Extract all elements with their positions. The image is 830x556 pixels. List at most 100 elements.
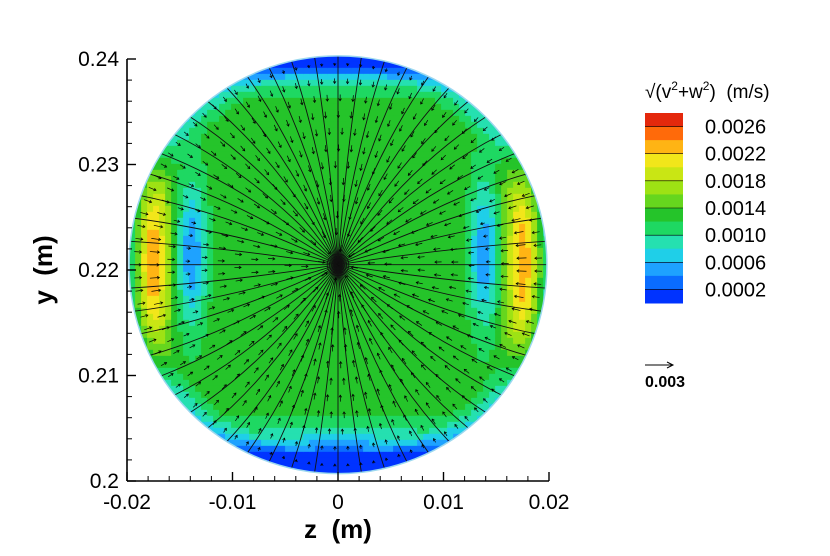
contour-cell (363, 319, 370, 327)
contour-cell (351, 127, 358, 135)
velocity-arrow (442, 411, 447, 418)
velocity-arrow (411, 293, 419, 298)
contour-cell (231, 253, 238, 261)
contour-cell (249, 367, 256, 375)
contour-cell (525, 163, 532, 171)
contour-cell (249, 85, 256, 93)
contour-cell (423, 343, 430, 351)
velocity-arrow (396, 88, 400, 95)
contour-cell (417, 205, 424, 213)
contour-cell (453, 277, 460, 285)
velocity-arrow (533, 282, 542, 286)
contour-cell (255, 289, 262, 297)
contour-cell (213, 403, 220, 411)
contour-cell (453, 307, 460, 315)
contour-cell (489, 355, 496, 363)
contour-cell (495, 133, 502, 141)
contour-cell (381, 97, 388, 105)
contour-cell (339, 193, 346, 201)
contour-cell (477, 367, 484, 375)
contour-cell (231, 223, 238, 231)
contour-cell (423, 115, 430, 123)
contour-cell (387, 409, 394, 417)
contour-cell (285, 421, 292, 429)
contour-cell (405, 247, 412, 255)
contour-cell (243, 343, 250, 351)
velocity-arrow (421, 138, 426, 145)
contour-cell (477, 151, 484, 159)
contour-cell (279, 109, 286, 117)
contour-cell (381, 433, 388, 441)
contour-cell (393, 355, 400, 363)
contour-cell (393, 277, 400, 285)
contour-cell (267, 289, 274, 297)
contour-cell (159, 313, 166, 321)
contour-cell (285, 223, 292, 231)
contour-cell (393, 391, 400, 399)
contour-cell (417, 259, 424, 267)
contour-cell (327, 139, 334, 147)
contour-cell (183, 175, 190, 183)
contour-cell (381, 385, 388, 393)
contour-cell (357, 97, 364, 105)
contour-cell (477, 301, 484, 309)
contour-cell (333, 103, 340, 111)
contour-cell (231, 73, 238, 81)
contour-cell (399, 421, 406, 429)
contour-cell (393, 367, 400, 375)
contour-cell (399, 367, 406, 375)
contour-cell (315, 163, 322, 171)
contour-cell (237, 139, 244, 147)
contour-cell (465, 301, 472, 309)
contour-cell (315, 259, 322, 267)
contour-cell (231, 403, 238, 411)
contour-cell (315, 451, 322, 459)
contour-cell (411, 91, 418, 99)
contour-cell (135, 259, 142, 267)
contour-cell (435, 385, 442, 393)
contour-cell (429, 175, 436, 183)
contour-cell (369, 457, 376, 465)
contour-cell (447, 133, 454, 141)
contour-cell (165, 289, 172, 297)
contour-cell (369, 313, 376, 321)
contour-cell (387, 73, 394, 81)
velocity-arrow (161, 326, 170, 331)
velocity-arrow (219, 284, 227, 289)
contour-cell (387, 265, 394, 273)
contour-cell (195, 217, 202, 225)
contour-cell (525, 253, 532, 261)
contour-cell (417, 217, 424, 225)
contour-cell (201, 271, 208, 279)
contour-cell (411, 121, 418, 129)
contour-cell (273, 397, 280, 405)
contour-cell (333, 349, 340, 357)
velocity-arrow (264, 169, 270, 176)
contour-cell (429, 79, 436, 87)
contour-cell (153, 163, 160, 171)
contour-cell (441, 355, 448, 363)
velocity-arrow (410, 372, 416, 379)
contour-cell (231, 205, 238, 213)
contour-cell (243, 307, 250, 315)
contour-cell (225, 247, 232, 255)
streamline (160, 153, 339, 266)
contour-cell (189, 241, 196, 249)
contour-cell (459, 115, 466, 123)
contour-cell (243, 109, 250, 117)
contour-cell (513, 265, 520, 273)
contour-cell (219, 379, 226, 387)
velocity-arrow (436, 395, 441, 401)
contour-cell (369, 181, 376, 189)
contour-cell (489, 379, 496, 387)
contour-cell (219, 109, 226, 117)
contour-cell (315, 73, 322, 81)
contour-cell (327, 121, 334, 129)
contour-cell (321, 205, 328, 213)
velocity-arrow (342, 411, 346, 419)
velocity-arrow (223, 96, 227, 102)
contour-cell (261, 253, 268, 261)
contour-cell (219, 145, 226, 153)
contour-cell (399, 163, 406, 171)
contour-cell (411, 133, 418, 141)
